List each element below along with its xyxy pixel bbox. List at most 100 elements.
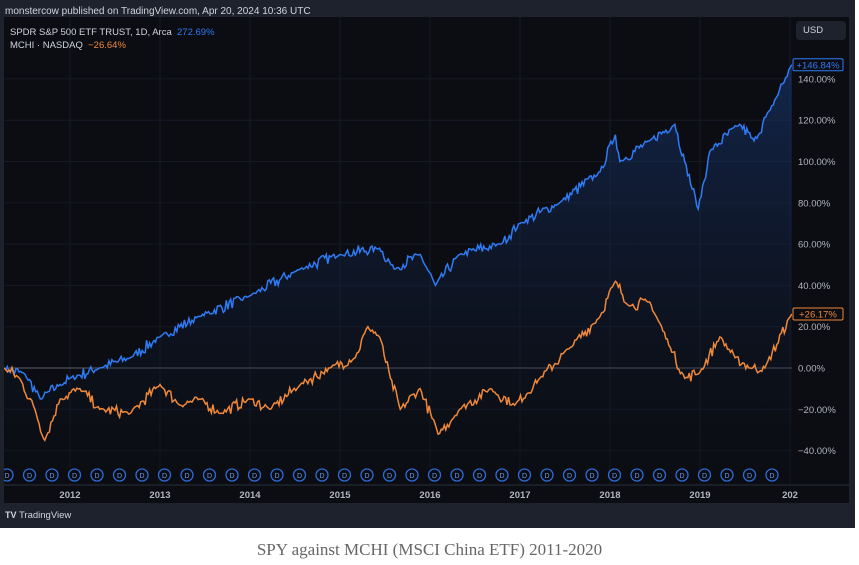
- legend-mchi-value: −26.64%: [88, 40, 126, 51]
- dividend-marker-icon: [652, 468, 667, 482]
- y-tick-label: 40.00%: [798, 281, 831, 292]
- dividend-marker-icon: [292, 468, 307, 482]
- chart-svg[interactable]: D D D D D D D D D D D D D D D D D D D D D D D D D D D D D D D D D D D −40.0…: [4, 17, 849, 503]
- mchi-line: [4, 280, 793, 442]
- tradingview-brand[interactable]: TV TradingView: [5, 510, 71, 521]
- x-tick-label: 2016: [419, 490, 440, 501]
- dividend-marker-icon: [270, 468, 284, 482]
- dividend-marker-label: D: [702, 473, 707, 480]
- dividend-marker-label: D: [274, 473, 279, 480]
- dividend-marker-icon: [765, 468, 779, 482]
- dividend-marker-label: D: [409, 473, 414, 480]
- last-value-label: +146.84%: [796, 60, 840, 71]
- spy-area-fill: [4, 64, 792, 486]
- dividend-marker-icon: [180, 468, 194, 482]
- dividend-marker-label: D: [252, 473, 257, 480]
- y-tick-label: 80.00%: [798, 198, 831, 209]
- dividend-marker-label: D: [634, 473, 639, 480]
- dividend-marker-icon: [315, 468, 329, 482]
- x-tick-label: 2017: [509, 490, 530, 501]
- dividend-marker-label: D: [522, 473, 527, 480]
- dividend-marker-icon: [495, 468, 509, 482]
- y-tick-label: 20.00%: [798, 322, 831, 333]
- dividend-marker-label: D: [72, 473, 77, 480]
- last-value-badge: [792, 307, 844, 321]
- spy-line: [4, 64, 793, 400]
- dividend-marker-icon: [67, 468, 82, 482]
- dividend-marker-icon: [157, 468, 172, 482]
- dividend-marker-icon: [630, 468, 644, 482]
- dividend-marker-label: D: [27, 473, 32, 480]
- dividend-marker-icon: [382, 468, 397, 482]
- dividend-marker-icon: [22, 468, 37, 482]
- x-tick-label: 202: [782, 490, 798, 501]
- dividend-marker-icon: [540, 468, 554, 482]
- legend: SPDR S&P 500 ETF TRUST, 1D, Arca 272.69%…: [10, 26, 215, 52]
- legend-spy-value: 272.69%: [177, 27, 215, 38]
- dividend-marker-icon: [450, 468, 464, 482]
- dividend-marker-label: D: [184, 473, 189, 480]
- x-tick-label: 2013: [149, 490, 170, 501]
- dividend-marker-label: D: [477, 473, 482, 480]
- y-tick-label: 120.00%: [798, 116, 836, 127]
- dividend-marker-icon: [337, 468, 352, 482]
- dividend-marker-label: D: [612, 473, 617, 480]
- dividend-marker-label: D: [769, 473, 774, 480]
- dividend-marker-icon: [562, 468, 577, 482]
- dividend-marker-icon: [472, 468, 487, 482]
- dividend-marker-label: D: [117, 473, 122, 480]
- dividend-marker-label: D: [319, 473, 324, 480]
- x-tick-label: 2012: [59, 490, 80, 501]
- currency-button[interactable]: USD: [796, 21, 846, 40]
- dividend-marker-label: D: [544, 473, 549, 480]
- legend-mchi[interactable]: MCHI · NASDAQ −26.64%: [10, 39, 215, 52]
- dividend-marker-label: D: [589, 473, 594, 480]
- dividend-marker-label: D: [94, 473, 99, 480]
- y-tick-label: −20.00%: [798, 405, 836, 416]
- dividend-marker-icon: [225, 468, 239, 482]
- dividend-marker-label: D: [207, 473, 212, 480]
- dividend-marker-icon: [247, 468, 262, 482]
- dividend-marker-label: D: [139, 473, 144, 480]
- y-tick-label: 60.00%: [798, 240, 831, 251]
- dividend-marker-icon: [45, 468, 59, 482]
- dividend-marker-label: D: [724, 473, 729, 480]
- x-tick-label: 2015: [329, 490, 351, 501]
- dividend-marker-icon: [90, 468, 104, 482]
- legend-mchi-name: MCHI · NASDAQ: [10, 40, 83, 51]
- dividend-marker-label: D: [499, 473, 504, 480]
- y-tick-label: −40.00%: [798, 446, 836, 457]
- dividend-marker-label: D: [229, 473, 234, 480]
- dividend-marker-icon: [742, 468, 757, 482]
- dividend-marker-label: D: [657, 473, 662, 480]
- dividend-marker-label: D: [432, 473, 437, 480]
- dividend-marker-icon: [607, 468, 622, 482]
- figure-caption: SPY against MCHI (MSCI China ETF) 2011-2…: [256, 540, 603, 559]
- legend-spy[interactable]: SPDR S&P 500 ETF TRUST, 1D, Arca 272.69%: [10, 26, 215, 39]
- dividend-marker-label: D: [297, 473, 302, 480]
- dividend-marker-label: D: [567, 473, 572, 480]
- tradingview-logo-icon: TV: [5, 510, 17, 520]
- dividend-marker-label: D: [162, 473, 167, 480]
- y-tick-label: 100.00%: [798, 157, 836, 168]
- legend-spy-name: SPDR S&P 500 ETF TRUST, 1D, Arca: [10, 27, 172, 38]
- dividend-marker-icon: [405, 468, 419, 482]
- dividend-marker-icon: [720, 468, 734, 482]
- dividend-marker-label: D: [747, 473, 752, 480]
- dividend-marker-icon: [427, 468, 442, 482]
- dividend-marker-label: D: [387, 473, 392, 480]
- publish-info: monstercow published on TradingView.com,…: [5, 6, 311, 17]
- dividend-marker-label: D: [454, 473, 459, 480]
- dividend-marker-icon: [202, 468, 217, 482]
- chart-area[interactable]: D D D D D D D D D D D D D D D D D D D D D D D D D D D D D D D D D D D −40.0…: [4, 17, 849, 503]
- dividend-marker-icon: [585, 468, 599, 482]
- x-tick-label: 2019: [689, 490, 710, 501]
- y-tick-label: 140.00%: [798, 74, 836, 85]
- last-value-badge: [792, 58, 844, 72]
- last-value-label: +26.17%: [799, 309, 837, 320]
- dividend-marker-icon: [675, 468, 689, 482]
- price-axis: [792, 17, 849, 503]
- dividend-marker-label: D: [679, 473, 684, 480]
- dividend-marker-icon: [517, 468, 532, 482]
- x-tick-label: 2014: [239, 490, 261, 501]
